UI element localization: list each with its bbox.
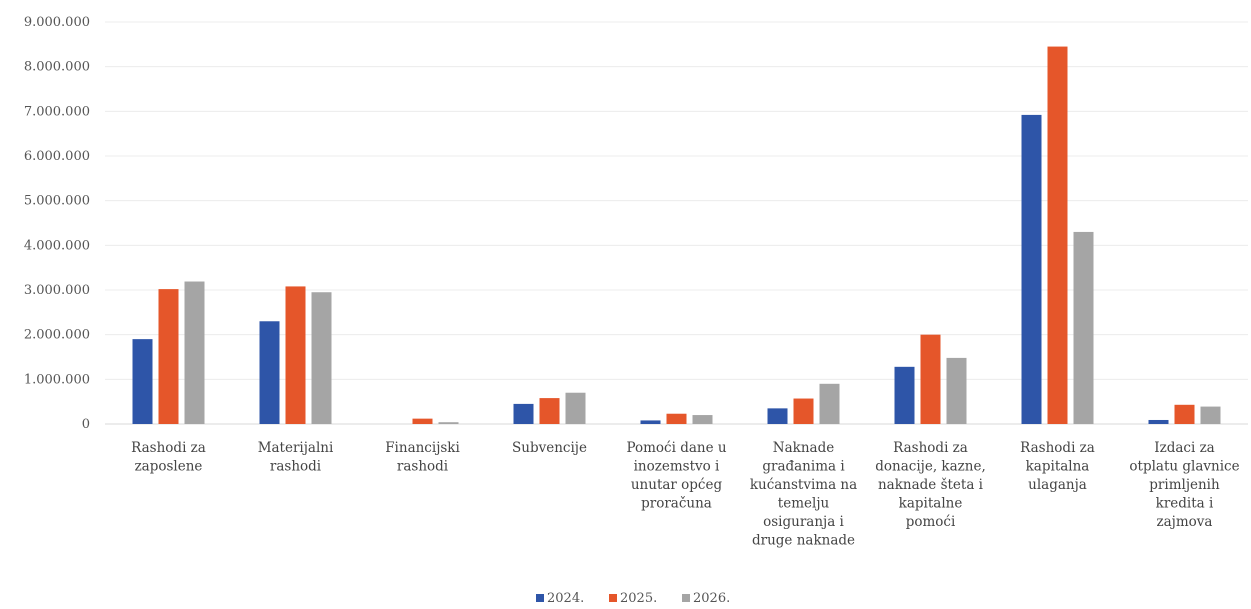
legend-label: 2026. — [693, 591, 730, 606]
category-label-line: Rashodi za — [131, 440, 206, 456]
category-label: Pomoći dane u inozemstvo i unutar općeg pro… — [626, 440, 726, 512]
category-label-line: ulaganja — [1028, 477, 1087, 493]
y-tick-label: 0 — [82, 417, 90, 432]
bar-2026-1 — [311, 292, 332, 424]
bar-2024-3 — [513, 403, 534, 424]
category-label-line: temelju — [778, 496, 830, 512]
category-label-line: druge naknade — [752, 533, 855, 549]
bar-2025-8 — [1174, 404, 1195, 424]
y-tick-label: 6.000.000 — [24, 149, 90, 164]
category-label: Rashodi za kapitalna ulaganja — [1020, 440, 1095, 493]
category-label: Rashodi za donacije, kazne, naknade šteta … — [875, 440, 985, 530]
category-label: Rashodi za zaposlene — [131, 440, 206, 475]
category-label-line: Izdaci za — [1154, 440, 1214, 456]
category-label: Izdaci za otplatu glavnice primljenih kredi… — [1129, 440, 1239, 530]
legend-swatch-2024 — [536, 594, 544, 602]
category-label-line: rashodi — [397, 459, 449, 475]
bar-2024-4 — [640, 420, 661, 424]
bar-2025-5 — [793, 398, 814, 424]
bar-2024-8 — [1148, 419, 1169, 424]
category-label-line: Rashodi za — [1020, 440, 1095, 456]
bar-2026-7 — [1073, 231, 1094, 424]
y-tick-label: 8.000.000 — [24, 60, 90, 75]
bar-2024-6 — [894, 366, 915, 424]
category-label-line: Rashodi za — [893, 440, 968, 456]
bar-2026-8 — [1200, 406, 1221, 424]
legend-label: 2024. — [547, 591, 584, 606]
y-tick-label: 5.000.000 — [24, 194, 90, 209]
category-label-line: Subvencije — [512, 440, 587, 456]
category-label-line: primljenih — [1149, 477, 1220, 493]
y-tick-label: 4.000.000 — [24, 238, 90, 253]
bar-2025-1 — [285, 286, 306, 424]
category-label-line: kredita i — [1156, 496, 1214, 512]
category-label-line: rashodi — [270, 459, 322, 475]
bar-2024-7 — [1021, 114, 1042, 424]
bar-2024-5 — [767, 408, 788, 424]
category-label: Subvencije — [512, 440, 587, 456]
legend-label: 2025. — [620, 591, 657, 606]
bar-2025-2 — [412, 418, 433, 424]
bars — [132, 46, 1221, 425]
bar-2026-5 — [819, 383, 840, 424]
category-label-line: otplatu glavnice — [1129, 459, 1239, 475]
y-tick-label: 1.000.000 — [24, 372, 90, 387]
bar-2026-3 — [565, 392, 586, 424]
y-axis-ticks: 0 1.000.000 2.000.000 3.000.000 4.000.000 5.0… — [24, 15, 90, 432]
legend-swatch-2026 — [682, 594, 690, 602]
category-label-line: donacije, kazne, — [875, 459, 985, 475]
bar-2025-6 — [920, 334, 941, 424]
y-tick-label: 3.000.000 — [24, 283, 90, 298]
y-tick-label: 7.000.000 — [24, 104, 90, 119]
category-label-line: kapitalna — [1026, 459, 1090, 475]
category-label-line: osiguranja i — [763, 514, 844, 530]
category-label-line: Pomoći dane u — [626, 440, 726, 456]
category-label: Financijski rashodi — [385, 440, 460, 475]
bar-2025-7 — [1047, 46, 1068, 425]
legend-swatch-2025 — [609, 594, 617, 602]
category-label-line: naknade šteta i — [878, 477, 984, 493]
category-label-line: Financijski — [385, 440, 460, 456]
category-label-line: zaposlene — [135, 459, 203, 475]
y-tick-label: 9.000.000 — [24, 15, 90, 30]
bar-2025-4 — [666, 413, 687, 424]
category-label-line: inozemstvo i — [634, 459, 720, 475]
bar-2025-3 — [539, 398, 560, 424]
category-label-line: kućanstvima na — [750, 477, 857, 493]
category-label-line: Naknade — [773, 440, 834, 456]
bar-2024-1 — [259, 321, 280, 424]
category-label-line: Materijalni — [258, 440, 334, 456]
category-label: Materijalni rashodi — [258, 440, 334, 475]
bar-2024-0 — [132, 339, 153, 424]
bar-2026-2 — [438, 422, 459, 424]
legend: 2024. 2025. 2026. — [536, 591, 730, 606]
category-label-line: proračuna — [641, 496, 712, 512]
category-label-line: građanima i — [762, 459, 845, 475]
y-tick-label: 2.000.000 — [24, 328, 90, 343]
category-label-line: kapitalne — [899, 496, 963, 512]
bar-2026-4 — [692, 415, 713, 424]
category-label-line: zajmova — [1157, 514, 1213, 530]
bar-2026-6 — [946, 357, 967, 424]
category-label-line: pomoći — [906, 514, 956, 530]
bar-2026-0 — [184, 281, 205, 424]
category-label: Naknade građanima i kućanstvima na temelju o… — [750, 440, 857, 549]
category-label-line: unutar općeg — [631, 477, 723, 493]
bar-2025-0 — [158, 289, 179, 424]
